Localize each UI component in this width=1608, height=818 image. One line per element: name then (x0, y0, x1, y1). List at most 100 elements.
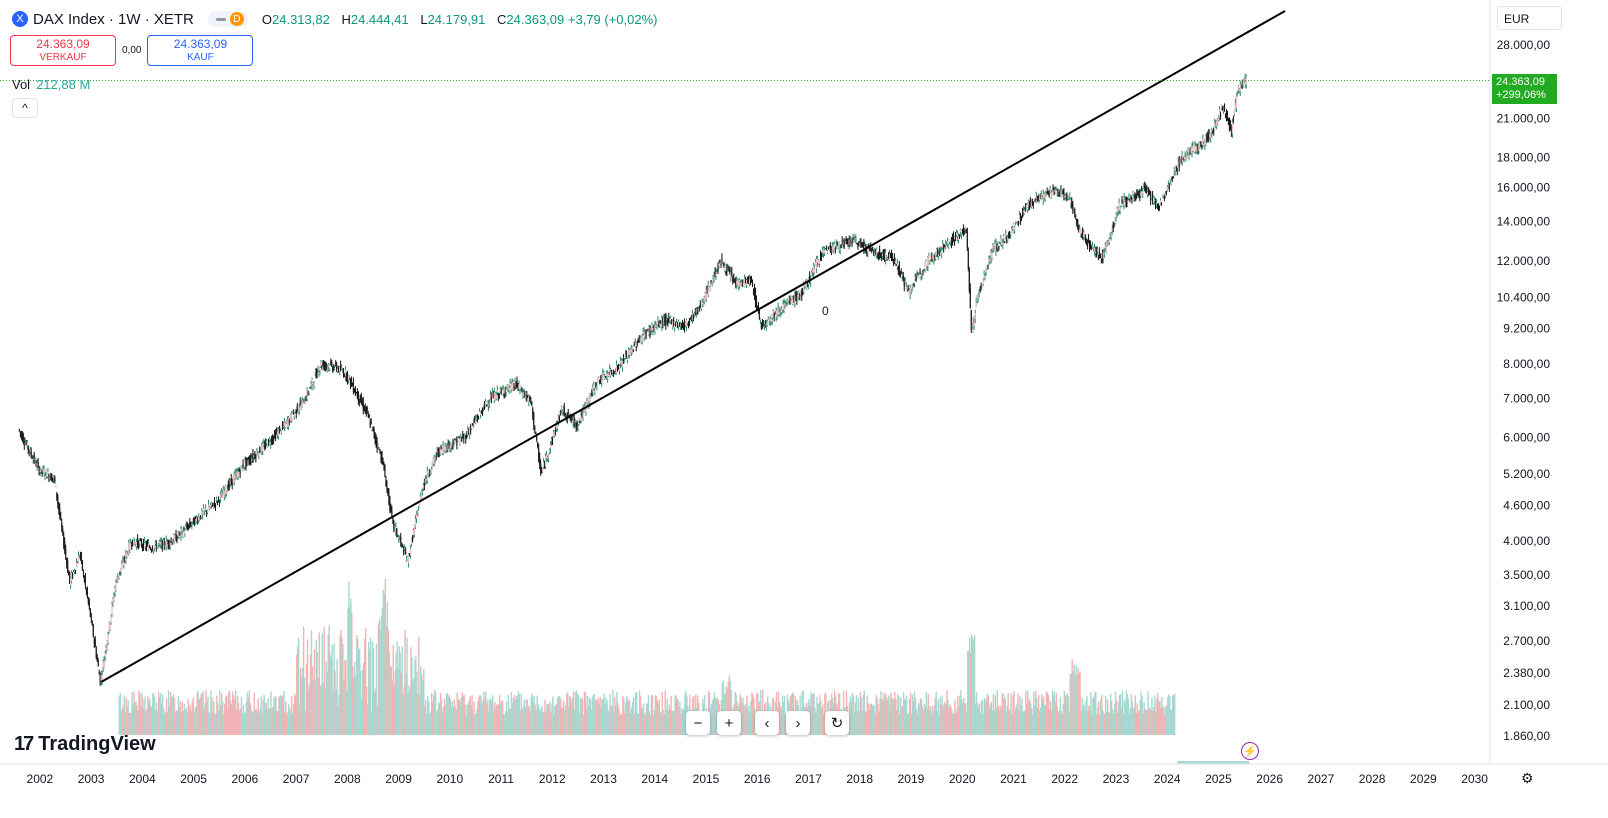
volume-bar (685, 690, 687, 735)
candle-body (264, 445, 266, 449)
candle-body (498, 393, 500, 397)
candle-body (1169, 179, 1171, 181)
candle-body (1208, 133, 1210, 138)
candle-body (120, 568, 122, 572)
market-status-pill[interactable]: D (207, 11, 248, 27)
candle-body (1008, 233, 1010, 238)
volume-bar (408, 685, 410, 735)
candle-body (669, 319, 671, 321)
volume-bar (988, 708, 991, 735)
candle-body (121, 564, 123, 570)
volume-bar (1152, 710, 1154, 735)
scroll-left-button[interactable]: ‹ (755, 711, 779, 735)
volume-bar (424, 705, 426, 735)
candle-body (1028, 204, 1031, 208)
candle-body (422, 484, 424, 489)
candle-body (777, 307, 779, 314)
collapse-chevron-up-icon[interactable]: ^ (12, 98, 38, 118)
volume-bar (324, 688, 326, 735)
candle-body (47, 472, 49, 474)
candle-body (257, 454, 259, 456)
volume-bar (891, 697, 893, 735)
candle-body (580, 415, 582, 421)
candle-body (556, 424, 559, 429)
symbol-icon[interactable]: X (12, 11, 28, 27)
volume-bar (123, 695, 125, 735)
candle-body (1104, 245, 1106, 249)
tradingview-logo[interactable]: 17 TradingView (14, 733, 156, 756)
volume-bar (563, 709, 566, 735)
buy-button[interactable]: 24.363,09 KAUF (147, 35, 254, 66)
volume-bar (1110, 701, 1113, 735)
volume-bar (121, 708, 123, 735)
candle-body (1148, 189, 1150, 195)
candle-body (322, 363, 324, 365)
candle-body (635, 346, 637, 348)
candle-body (252, 453, 254, 460)
volume-bar (672, 710, 674, 735)
candle-body (547, 454, 550, 458)
scroll-right-button[interactable]: › (786, 711, 810, 735)
candle-body (272, 438, 274, 441)
volume-bar (414, 659, 416, 735)
trendline (100, 10, 1286, 683)
volume-bar (933, 704, 935, 735)
volume-bar (494, 701, 496, 735)
volume-bar (205, 690, 207, 735)
lightning-icon[interactable]: ⚡ (1241, 742, 1259, 760)
volume-bar (448, 694, 451, 735)
volume-bar (568, 695, 571, 735)
candle-body (950, 237, 953, 244)
currency-selector[interactable]: EUR (1497, 6, 1562, 30)
candle-body (1164, 192, 1167, 197)
volume-bar (1107, 712, 1110, 735)
candle-body (138, 541, 141, 544)
drawing-annotation[interactable]: 0 (822, 304, 829, 318)
candle-body (813, 267, 816, 274)
candle-body (962, 228, 964, 235)
candle-body (1216, 120, 1218, 127)
x-tick-label: 2018 (846, 772, 873, 786)
volume-legend[interactable]: Vol 212,88 M (12, 77, 90, 92)
candle-body (1152, 197, 1155, 203)
candle-body (772, 310, 774, 318)
candle-body (656, 325, 658, 327)
candle-body (649, 329, 651, 334)
candle-body (1109, 236, 1111, 238)
volume-bar (213, 701, 215, 735)
candle-body (984, 276, 986, 278)
candle-body (321, 365, 323, 368)
candle-body (173, 535, 175, 543)
volume-bar (276, 711, 278, 735)
sell-button[interactable]: 24.363,09 VERKAUF (10, 35, 116, 66)
candle-body (749, 279, 752, 281)
volume-bar (921, 706, 924, 735)
candle-body (149, 547, 152, 550)
volume-bar (465, 714, 467, 735)
candle-body (545, 454, 548, 458)
zoom-out-button[interactable]: − (686, 711, 710, 735)
reset-chart-button[interactable]: ↻ (825, 711, 849, 735)
volume-bar (912, 701, 915, 735)
candle-body (818, 261, 821, 264)
candle-body (1181, 155, 1183, 162)
candle-body (1235, 95, 1237, 109)
candle-body (447, 444, 449, 451)
volume-bar (382, 589, 385, 735)
zoom-in-button[interactable]: + (717, 711, 741, 735)
candle-body (1116, 208, 1118, 214)
volume-bar (460, 697, 462, 735)
candle-body (86, 588, 88, 597)
candle-body (1047, 192, 1049, 194)
volume-bar (643, 714, 646, 735)
volume-bar (1020, 705, 1022, 735)
candle-body (150, 550, 153, 551)
volume-bar (1003, 694, 1005, 735)
volume-bar (519, 710, 522, 735)
symbol-title[interactable]: DAX Index · 1W · XETR (33, 10, 194, 28)
volume-bar (591, 697, 593, 735)
candle-body (631, 346, 633, 354)
candle-body (381, 452, 383, 464)
settings-gear-icon[interactable]: ⚙ (1521, 770, 1534, 786)
